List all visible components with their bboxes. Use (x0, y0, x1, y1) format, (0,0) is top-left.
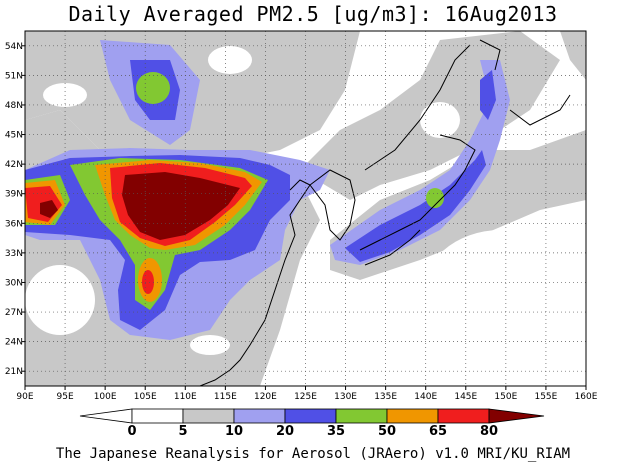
lon-tick-label: 140E (414, 392, 437, 402)
colorbar-label: 5 (178, 424, 187, 439)
colorbar-label: 50 (378, 424, 396, 439)
lat-tick-label: 51N (5, 71, 23, 81)
lat-tick-label: 21N (5, 367, 23, 377)
footer-credit: The Japanese Reanalysis for Aerosol (JRA… (55, 446, 571, 462)
colorbar: 0 5 10 20 35 50 65 80 (79, 408, 545, 439)
lat-tick-label: 54N (5, 42, 23, 52)
lon-tick-label: 100E (94, 392, 117, 402)
level-0-5-holes (25, 46, 580, 380)
colorbar-label: 10 (225, 424, 243, 439)
lat-tick-label: 45N (5, 131, 23, 141)
colorbar-segment (386, 408, 439, 424)
lon-tick-label: 160E (575, 392, 598, 402)
lon-tick-label: 125E (294, 392, 317, 402)
colorbar-label: 65 (429, 424, 447, 439)
lon-tick-label: 130E (334, 392, 357, 402)
colorbar-segment (335, 408, 388, 424)
colorbar-label: 0 (127, 424, 136, 439)
lat-tick-label: 39N (5, 190, 23, 200)
lat-tick-label: 24N (5, 338, 23, 348)
map-title: Daily Averaged PM2.5 [ug/m3]: 16Aug2013 (68, 2, 558, 26)
graticule (25, 31, 586, 386)
colorbar-segment (131, 408, 184, 424)
colorbar-label: 35 (327, 424, 345, 439)
lon-tick-label: 135E (374, 392, 397, 402)
colorbar-label: 80 (480, 424, 498, 439)
lon-tick-label: 115E (214, 392, 237, 402)
level-80-plus-fill (40, 172, 240, 240)
colorbar-min-arrow (79, 408, 133, 424)
colorbar-segment (284, 408, 337, 424)
lat-tick-label: 30N (5, 278, 23, 288)
lat-tick-label: 33N (5, 249, 23, 259)
lon-tick-label: 95E (57, 392, 74, 402)
lat-tick-label: 36N (5, 219, 23, 229)
colorbar-segment (437, 408, 490, 424)
lon-tick-label: 110E (174, 392, 197, 402)
lat-tick-label: 42N (5, 160, 23, 170)
coastlines (199, 39, 571, 386)
axis-ticks: 90E 95E 100E 105E 110E 115E 120E 125E 130E 135E 14… (5, 42, 598, 402)
lat-tick-label: 48N (5, 101, 23, 111)
colorbar-segment (233, 408, 286, 424)
lon-tick-label: 155E (534, 392, 557, 402)
concentration-field (25, 31, 586, 386)
lon-tick-label: 120E (254, 392, 277, 402)
lon-tick-label: 90E (16, 392, 33, 402)
colorbar-max-arrow (488, 408, 545, 424)
lat-tick-label: 27N (5, 308, 23, 318)
lon-tick-label: 150E (494, 392, 517, 402)
colorbar-segment (182, 408, 235, 424)
colorbar-label: 20 (276, 424, 294, 439)
lon-tick-label: 145E (454, 392, 477, 402)
lon-tick-label: 105E (134, 392, 157, 402)
